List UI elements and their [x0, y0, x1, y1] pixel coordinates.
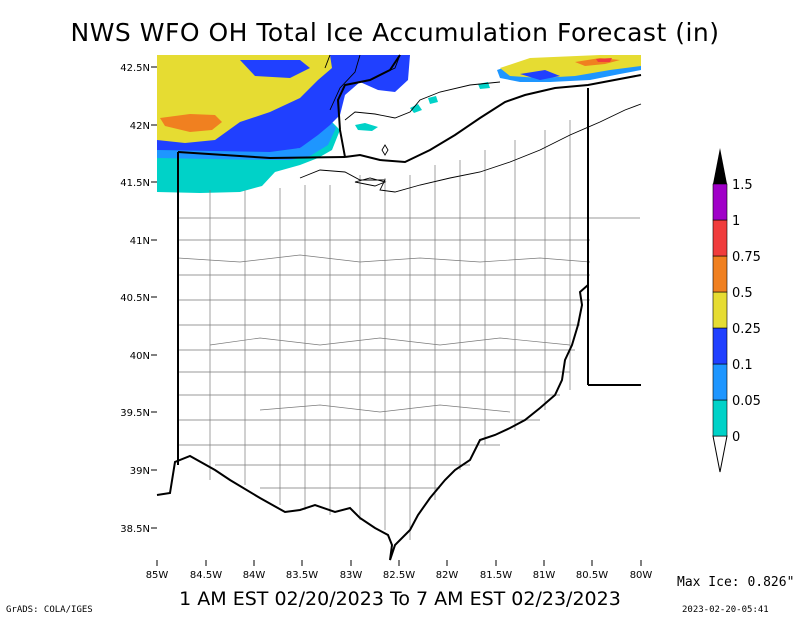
lon-label-83w: 83W: [340, 570, 363, 581]
legend-swatch-0-1: [712, 327, 728, 365]
legend-swatch-0: [712, 399, 728, 437]
ohio-michigan-border: [177, 151, 346, 160]
lon-label-81-5w: 81.5W: [480, 570, 512, 581]
ice-region-ne-yellow: [500, 55, 641, 78]
legend-label-0-05: 0.05: [732, 394, 761, 409]
lat-label-38-5n: 38.5N: [120, 524, 150, 535]
legend-label-1-5: 1.5: [732, 178, 753, 193]
legend-arrow-bottom: [712, 435, 728, 473]
legend-arrow-top: [713, 148, 727, 184]
lat-label-41n: 41N: [130, 236, 150, 247]
legend-swatch-0-75: [712, 219, 728, 257]
ice-shading: [157, 55, 641, 193]
lon-label-83-5w: 83.5W: [286, 570, 318, 581]
legend-label-0-25: 0.25: [732, 322, 761, 337]
ice-region-orange: [160, 114, 222, 132]
wv-pennsylvania-border: [587, 88, 641, 386]
ice-region-ne-blue: [520, 70, 560, 80]
ice-region-light-blue: [157, 118, 336, 160]
lat-label-42-5n: 42.5N: [120, 63, 150, 74]
color-legend: [712, 148, 728, 473]
lon-label-85w: 85W: [146, 570, 169, 581]
lon-label-84w: 84W: [243, 570, 266, 581]
lon-label-82-5w: 82.5W: [383, 570, 415, 581]
lat-label-39-5n: 39.5N: [120, 408, 150, 419]
forecast-period: 1 AM EST 02/20/2023 To 7 AM EST 02/23/20…: [179, 588, 621, 610]
state-borders: [156, 54, 642, 561]
legend-label-0-1: 0.1: [732, 358, 753, 373]
legend-swatch-0-25: [712, 291, 728, 329]
ice-region-ne-red: [596, 58, 612, 62]
ice-region-blue-inner: [240, 60, 310, 78]
legend-swatch-0-05: [712, 363, 728, 401]
lat-label-40n: 40N: [130, 351, 150, 362]
lon-label-80-5w: 80.5W: [576, 570, 608, 581]
county-borders: [177, 120, 640, 540]
lon-label-84-5w: 84.5W: [190, 570, 222, 581]
legend-label-0-75: 0.75: [732, 250, 761, 265]
legend-swatch-1: [712, 183, 728, 221]
lon-label-80w: 80W: [630, 570, 653, 581]
legend-label-1: 1: [732, 214, 740, 229]
lon-label-82w: 82W: [436, 570, 459, 581]
ohio-river-border: [156, 284, 589, 561]
axis-ticks: [151, 66, 642, 566]
lat-label-41-5n: 41.5N: [120, 178, 150, 189]
max-ice-label: Max Ice: 0.826": [677, 575, 795, 590]
legend-swatch-0-5: [712, 255, 728, 293]
legend-label-0: 0: [732, 430, 740, 445]
lon-labels: 85W 84.5W 84W 83.5W 83W 82.5W 82W 81.5W …: [146, 570, 653, 581]
lat-labels: 42.5N 42N 41.5N 41N 40.5N 40N 39.5N 39N …: [120, 63, 150, 535]
lon-label-81w: 81W: [533, 570, 556, 581]
lat-label-39n: 39N: [130, 466, 150, 477]
lake-erie-south-shore: [344, 74, 642, 164]
legend-label-0-5: 0.5: [732, 286, 753, 301]
legend-labels: 0 0.05 0.1 0.25 0.5 0.75 1 1.5: [732, 178, 761, 445]
lat-label-42n: 42N: [130, 121, 150, 132]
coastlines: [299, 54, 642, 193]
generated-timestamp: 2023-02-20-05:41: [682, 605, 769, 615]
ice-shore-specks: [355, 82, 490, 131]
grads-credit: GrADS: COLA/IGES: [6, 605, 93, 615]
map-title: NWS WFO OH Total Ice Accumulation Foreca…: [70, 18, 720, 47]
lat-label-40-5n: 40.5N: [120, 293, 150, 304]
